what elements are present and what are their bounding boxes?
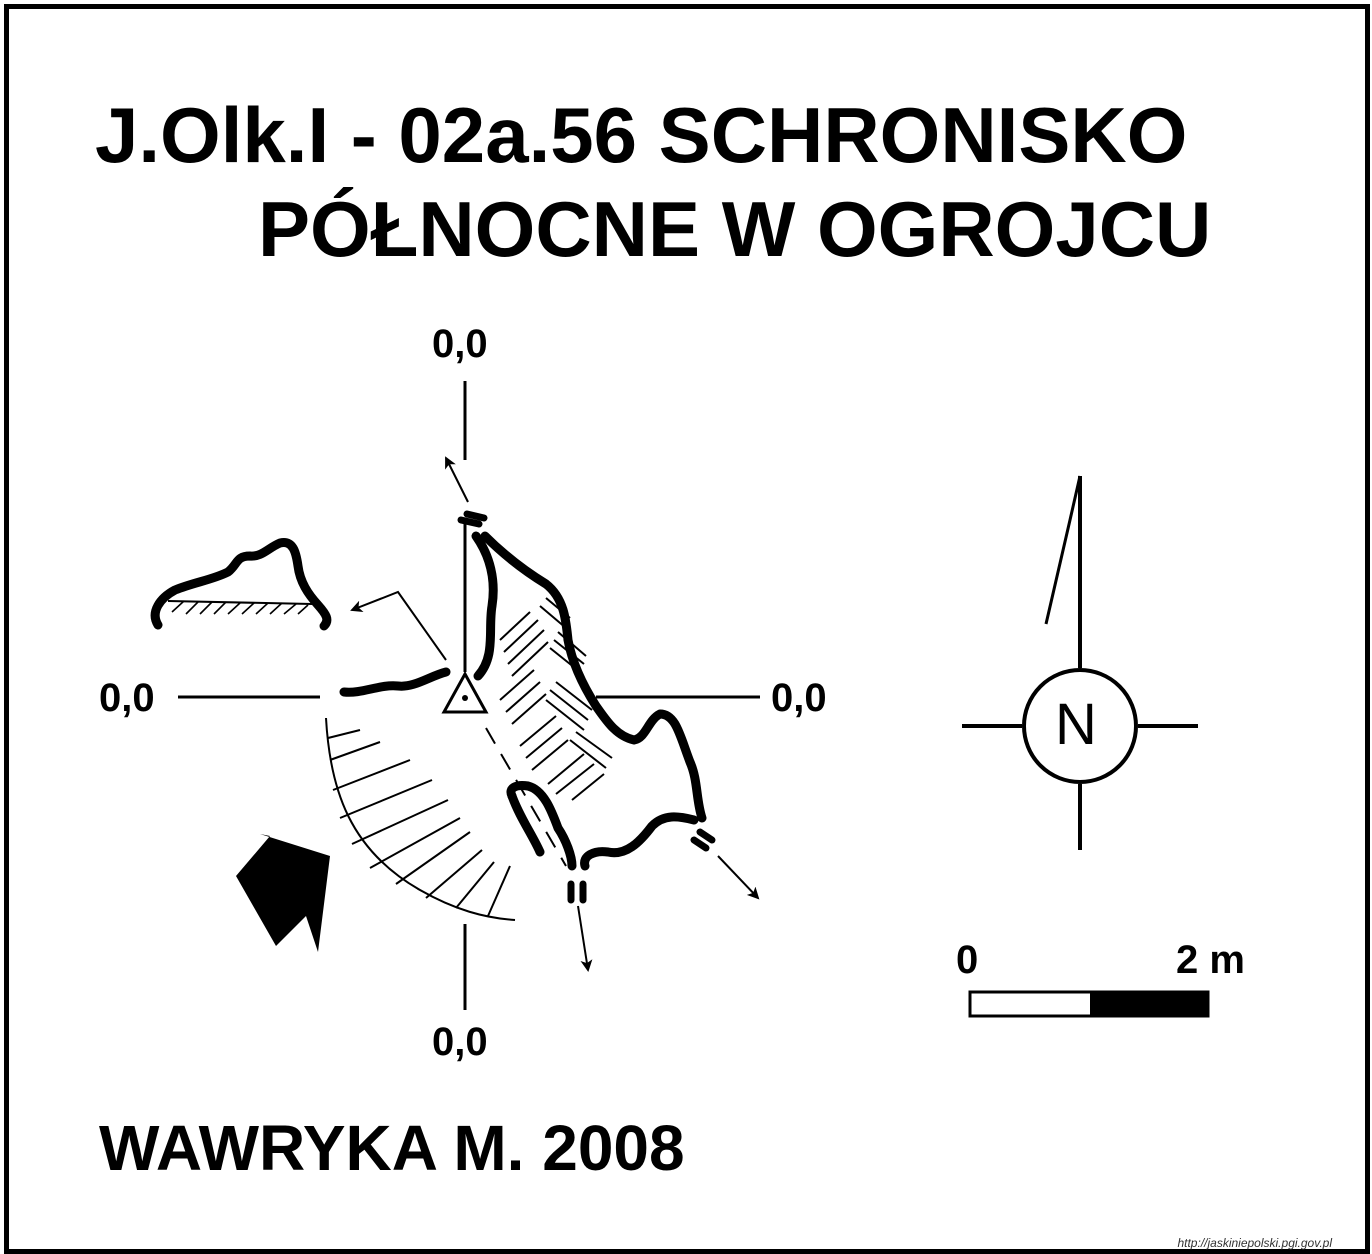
grid-label-bottom: 0,0 xyxy=(432,1020,488,1064)
overhang-outline xyxy=(150,538,332,631)
rock-debris-fill xyxy=(499,597,613,801)
grid-label-left: 0,0 xyxy=(99,676,155,720)
passage-arrow-west xyxy=(350,590,447,661)
entrance-arrow-icon xyxy=(236,834,330,952)
drip-line xyxy=(485,727,567,867)
source-url: http://jaskiniepolski.pgi.gov.pl xyxy=(1177,1236,1332,1250)
scale-start-label: 0 xyxy=(956,938,979,982)
map-title-line2: PÓŁNOCNE W OGROJCU xyxy=(258,185,1212,273)
grid-label-right: 0,0 xyxy=(771,676,827,720)
survey-station-icon xyxy=(441,670,489,714)
scale-bar xyxy=(968,990,1210,1018)
map-frame xyxy=(4,4,1370,1254)
author-credit: WAWRYKA M. 2008 xyxy=(99,1112,685,1184)
reference-grid-cross xyxy=(178,381,760,1010)
north-arrow-icon xyxy=(962,475,1198,850)
map-title-line1: J.Olk.I - 02a.56 SCHRONISKO xyxy=(95,91,1188,179)
talus-slope xyxy=(325,717,516,921)
cave-walls xyxy=(339,510,716,904)
scale-end-label: 2 m xyxy=(1176,938,1245,982)
passage-arrows xyxy=(445,456,760,972)
compass-north-label: N xyxy=(1055,692,1097,757)
grid-label-top: 0,0 xyxy=(432,322,488,366)
